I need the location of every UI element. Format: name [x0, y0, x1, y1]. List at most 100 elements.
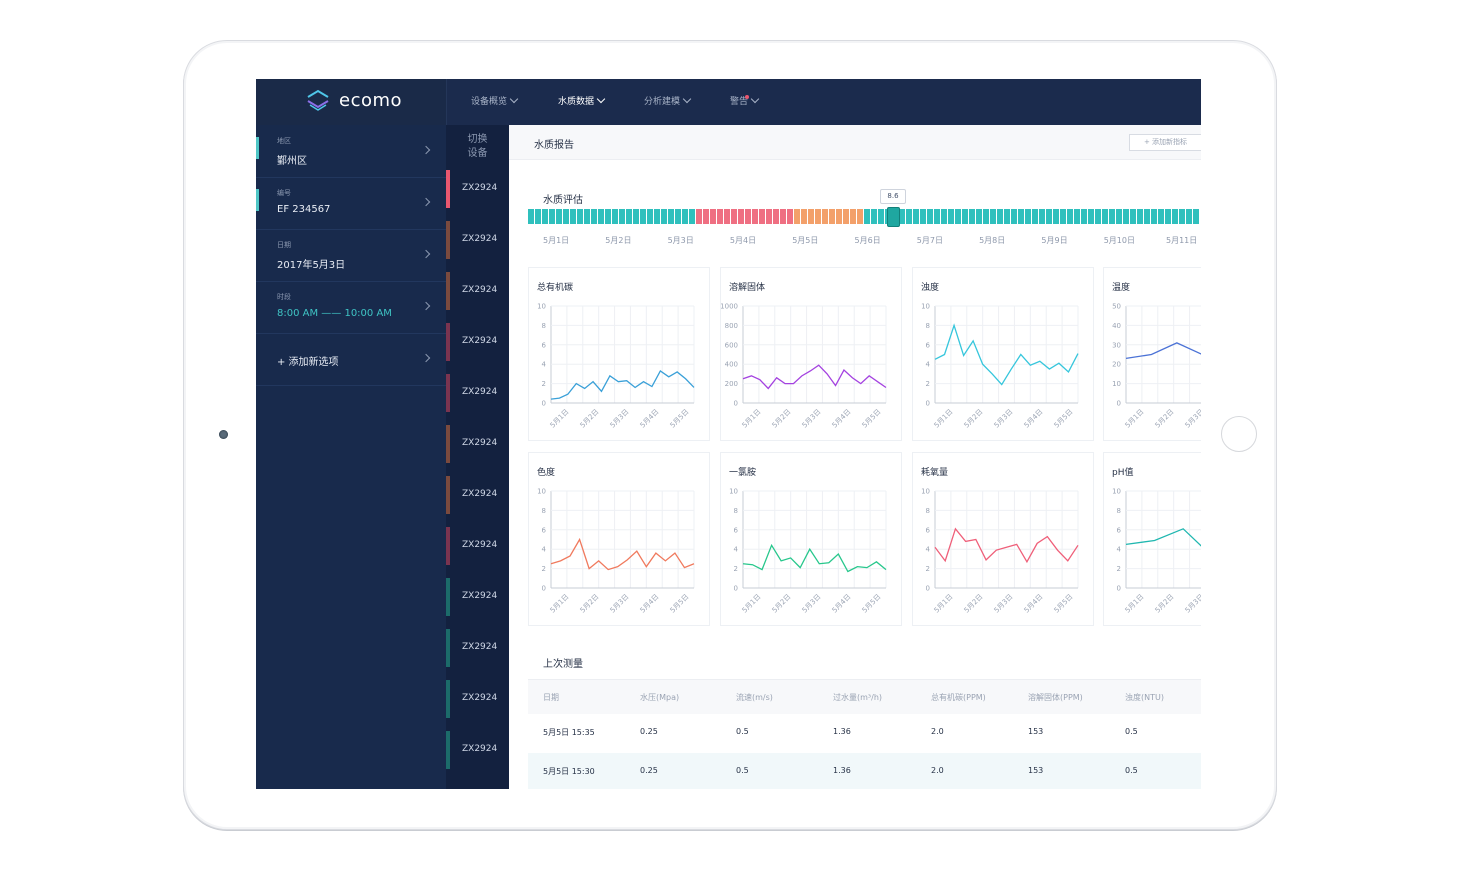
device-item[interactable]: ZX2924 [446, 374, 509, 412]
evaluation-segment [535, 209, 541, 224]
filter-item[interactable]: 时段 8:00 AM —— 10:00 AM [256, 281, 446, 334]
evaluation-segment [675, 209, 681, 224]
filter-item[interactable]: 地区 鄞州区 [256, 125, 446, 178]
device-item[interactable]: ZX2924 [446, 323, 509, 361]
y-tick-label: 800 [725, 322, 738, 330]
y-tick-label: 10 [729, 488, 738, 496]
evaluation-segment [955, 209, 961, 224]
nav-item-label: 设备概览 [471, 97, 508, 107]
evaluation-segment [738, 209, 744, 224]
evaluation-segment [1186, 209, 1192, 224]
nav-item[interactable]: 水质数据 [558, 79, 606, 125]
device-status-bar [446, 170, 450, 208]
series-line [550, 537, 695, 571]
nav-item[interactable]: 分析建模 [644, 79, 692, 125]
chart-card[interactable]: 一氯胺 0 2 4 6 8 10 5月1日 5月2日 5月3日 5月4日 5月5日 [720, 452, 902, 626]
evaluation-title: 水质评估 [543, 195, 583, 206]
device-item[interactable]: ZX2924 [446, 272, 509, 310]
chart-title: 温度 [1112, 283, 1131, 293]
device-item[interactable]: ZX2924 [446, 476, 509, 514]
device-item[interactable]: ZX2924 [446, 629, 509, 667]
evaluation-segment [542, 209, 548, 224]
logo-icon [307, 89, 329, 111]
evaluation-segment [556, 209, 562, 224]
line-chart: 0 200 400 600 800 1000 5月1日 5月2日 5月3日 5月4日 5月5日 [721, 303, 887, 430]
series-line [550, 370, 695, 400]
x-tick-label: 5月3日 [993, 593, 1015, 615]
evaluation-segment [640, 209, 646, 224]
evaluation-date-label: 5月6日 [854, 236, 881, 245]
device-status-bar [446, 374, 450, 412]
chart-card[interactable]: 总有机碳 0 2 4 6 8 10 5月1日 5月2日 5月3日 5月4日 5月5日 [528, 267, 710, 441]
evaluation-segment [962, 209, 968, 224]
table-cell: 0.5 [736, 727, 749, 736]
evaluation-segment [577, 209, 583, 224]
x-tick-label: 5月1日 [549, 408, 571, 430]
evaluation-segment [906, 209, 912, 224]
evaluation-segment [1025, 209, 1031, 224]
evaluation-segment [598, 209, 604, 224]
device-item[interactable]: ZX2924 [446, 221, 509, 259]
home-button[interactable] [1221, 416, 1257, 452]
device-item[interactable]: ZX2924 [446, 680, 509, 718]
evaluation-segment [815, 209, 821, 224]
chart-card[interactable]: 温度 0 10 20 30 40 50 5月1日 5月2日 5月3日 [1103, 267, 1201, 441]
evaluation-segment [808, 209, 814, 224]
evaluation-segment [773, 209, 779, 224]
nav-item[interactable]: 设备概览 [471, 79, 519, 125]
device-label: ZX2924 [462, 336, 498, 346]
logo-area[interactable]: ecomo [256, 79, 447, 125]
evaluation-strip[interactable] [528, 209, 1200, 224]
evaluation-segment [899, 209, 905, 224]
evaluation-segment [1095, 209, 1101, 224]
nav-item[interactable]: 警告 [730, 79, 760, 125]
evaluation-segment [605, 209, 611, 224]
chart-title: 浊度 [921, 283, 940, 293]
chart-card[interactable]: pH值 0 2 4 6 8 10 5月1日 5月2日 5月3日 [1103, 452, 1201, 626]
x-tick-label: 5月4日 [831, 408, 853, 430]
evaluation-slider-handle[interactable] [887, 207, 900, 227]
table-cell: 0.5 [1125, 727, 1138, 736]
chart-card[interactable]: 溶解固体 0 200 400 600 800 1000 5月1日 5月2日 5月3日 5月4日 5月5… [720, 267, 902, 441]
chart-card[interactable]: 色度 0 2 4 6 8 10 5月1日 5月2日 5月3日 5月4日 5月5日 [528, 452, 710, 626]
series-line [1125, 528, 1201, 547]
evaluation-segment [1046, 209, 1052, 224]
x-tick-label: 5月1日 [1124, 408, 1146, 430]
filter-item[interactable]: 日期 2017年5月3日 [256, 229, 446, 282]
evaluation-segment [934, 209, 940, 224]
filter-item[interactable]: 编号 EF 234567 [256, 177, 446, 230]
x-tick-label: 5月1日 [933, 593, 955, 615]
evaluation-segment [927, 209, 933, 224]
table-row[interactable]: 5月5日 15:35 0.25 0.5 1.36 2.0 153 0.5 [528, 714, 1201, 751]
device-item[interactable]: ZX2924 [446, 527, 509, 565]
evaluation-segment [864, 209, 870, 224]
device-item[interactable]: ZX2924 [446, 731, 509, 769]
device-item[interactable]: ZX2924 [446, 578, 509, 616]
chart-card[interactable]: 耗氧量 0 2 4 6 8 10 5月1日 5月2日 5月3日 5月4日 5月5日 [912, 452, 1094, 626]
chart-title: 总有机碳 [537, 283, 574, 293]
device-item[interactable]: ZX2924 [446, 170, 509, 208]
y-tick-label: 10 [1112, 488, 1121, 496]
add-metric-button[interactable]: + 添加新指标 [1129, 134, 1201, 151]
y-tick-label: 10 [537, 488, 546, 496]
y-tick-label: 8 [734, 507, 738, 515]
device-status-bar [446, 578, 450, 616]
table-row[interactable]: 5月5日 15:30 0.25 0.5 1.36 2.0 153 0.5 [528, 753, 1201, 789]
device-status-bar [446, 272, 450, 310]
table-cell: 0.25 [640, 727, 658, 736]
chart-title: 溶解固体 [729, 283, 766, 293]
device-status-bar [446, 476, 450, 514]
chart-card[interactable]: 浊度 0 2 4 6 8 10 5月1日 5月2日 5月3日 5月4日 5月5日 [912, 267, 1094, 441]
x-tick-label: 5月1日 [741, 408, 763, 430]
chevron-right-icon [421, 197, 431, 207]
line-chart: 0 2 4 6 8 10 5月1日 5月2日 5月3日 5月4日 5月5日 [921, 488, 1079, 615]
filter-item[interactable]: + 添加新选项 [256, 333, 446, 386]
evaluation-segment [703, 209, 709, 224]
column-header: 过水量(m³/h) [833, 693, 883, 702]
evaluation-segment [647, 209, 653, 224]
line-chart: 0 2 4 6 8 10 5月1日 5月2日 5月3日 [1112, 488, 1201, 615]
filter-label: 日期 [277, 241, 291, 249]
x-tick-label: 5月1日 [933, 408, 955, 430]
device-item[interactable]: ZX2924 [446, 425, 509, 463]
chart-title: 一氯胺 [729, 468, 757, 478]
